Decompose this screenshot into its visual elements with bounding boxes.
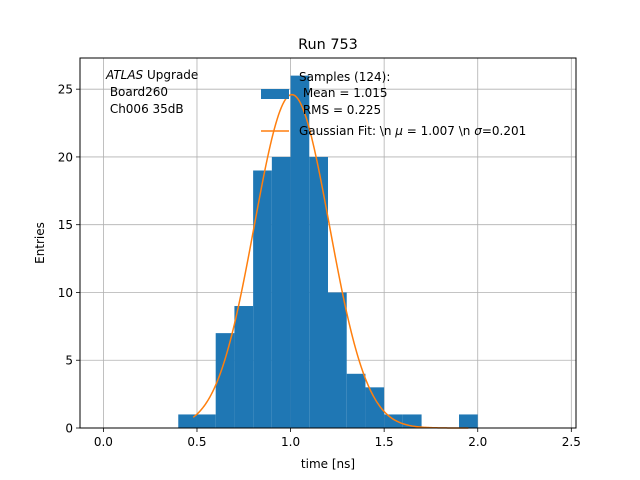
histogram-bar bbox=[271, 156, 291, 428]
histogram-bar bbox=[309, 156, 328, 428]
x-tick-label: 0.5 bbox=[187, 435, 206, 449]
y-tick-label: 0 bbox=[65, 422, 73, 436]
histogram-bar bbox=[328, 292, 347, 428]
legend-fit-text-3: =0.201 bbox=[482, 124, 526, 138]
annotation-atlas: ATLAS bbox=[105, 68, 144, 82]
legend-fit-text-1: Gaussian Fit: \n bbox=[299, 124, 395, 138]
histogram-bar bbox=[459, 414, 478, 428]
x-axis-ticks: 0.0 0.5 1.0 1.5 2.0 2.5 bbox=[94, 428, 581, 449]
gaussian-fit-curve bbox=[192, 93, 469, 429]
legend: Samples (124): Mean = 1.015 RMS = 0.225 … bbox=[261, 70, 526, 138]
y-axis-label: Entries bbox=[33, 222, 47, 264]
legend-fit-mu: μ bbox=[394, 124, 403, 138]
legend-hist-label-2: Mean = 1.015 bbox=[299, 86, 388, 100]
y-tick-label: 25 bbox=[58, 83, 73, 97]
histogram-bar bbox=[253, 170, 272, 428]
histogram-bar bbox=[234, 306, 254, 428]
x-tick-label: 1.5 bbox=[375, 435, 394, 449]
chart-title: Run 753 bbox=[298, 37, 358, 53]
y-axis-ticks: 0 5 10 15 20 25 bbox=[58, 83, 80, 436]
legend-fit-label: Gaussian Fit: \n μ = 1.007 \n σ=0.201 bbox=[299, 124, 526, 138]
x-tick-label: 1.0 bbox=[281, 435, 300, 449]
legend-hist-label-1: Samples (124): bbox=[299, 70, 390, 84]
x-tick-label: 2.5 bbox=[562, 435, 581, 449]
legend-hist-swatch bbox=[261, 89, 289, 99]
x-tick-label: 2.0 bbox=[468, 435, 487, 449]
histogram-bar bbox=[365, 387, 385, 428]
histogram-bars bbox=[178, 75, 478, 428]
y-tick-label: 20 bbox=[58, 150, 73, 164]
legend-fit-sigma: σ bbox=[474, 124, 482, 138]
atlas-annotation: ATLAS Upgrade Board260 Ch006 35dB bbox=[105, 68, 198, 116]
y-tick-label: 15 bbox=[58, 218, 73, 232]
histogram-bar bbox=[290, 75, 310, 428]
legend-hist-label-3: RMS = 0.225 bbox=[299, 103, 381, 117]
x-tick-label: 0.0 bbox=[94, 435, 113, 449]
legend-fit-text-2: = 1.007 \n bbox=[403, 124, 474, 138]
y-tick-label: 10 bbox=[58, 286, 73, 300]
annotation-line-3: Ch006 35dB bbox=[106, 102, 184, 116]
annotation-line-2: Board260 bbox=[106, 85, 168, 99]
annotation-upgrade: Upgrade bbox=[143, 68, 198, 82]
annotation-line-1: ATLAS Upgrade bbox=[105, 68, 198, 82]
histogram-bar bbox=[215, 333, 235, 428]
histogram-bar bbox=[384, 414, 403, 428]
histogram-bar bbox=[346, 373, 366, 428]
x-axis-label: time [ns] bbox=[301, 457, 355, 471]
plot-frame bbox=[79, 57, 577, 429]
histogram-bar bbox=[178, 414, 197, 428]
y-tick-label: 5 bbox=[65, 354, 73, 368]
histogram-bar bbox=[196, 414, 216, 428]
